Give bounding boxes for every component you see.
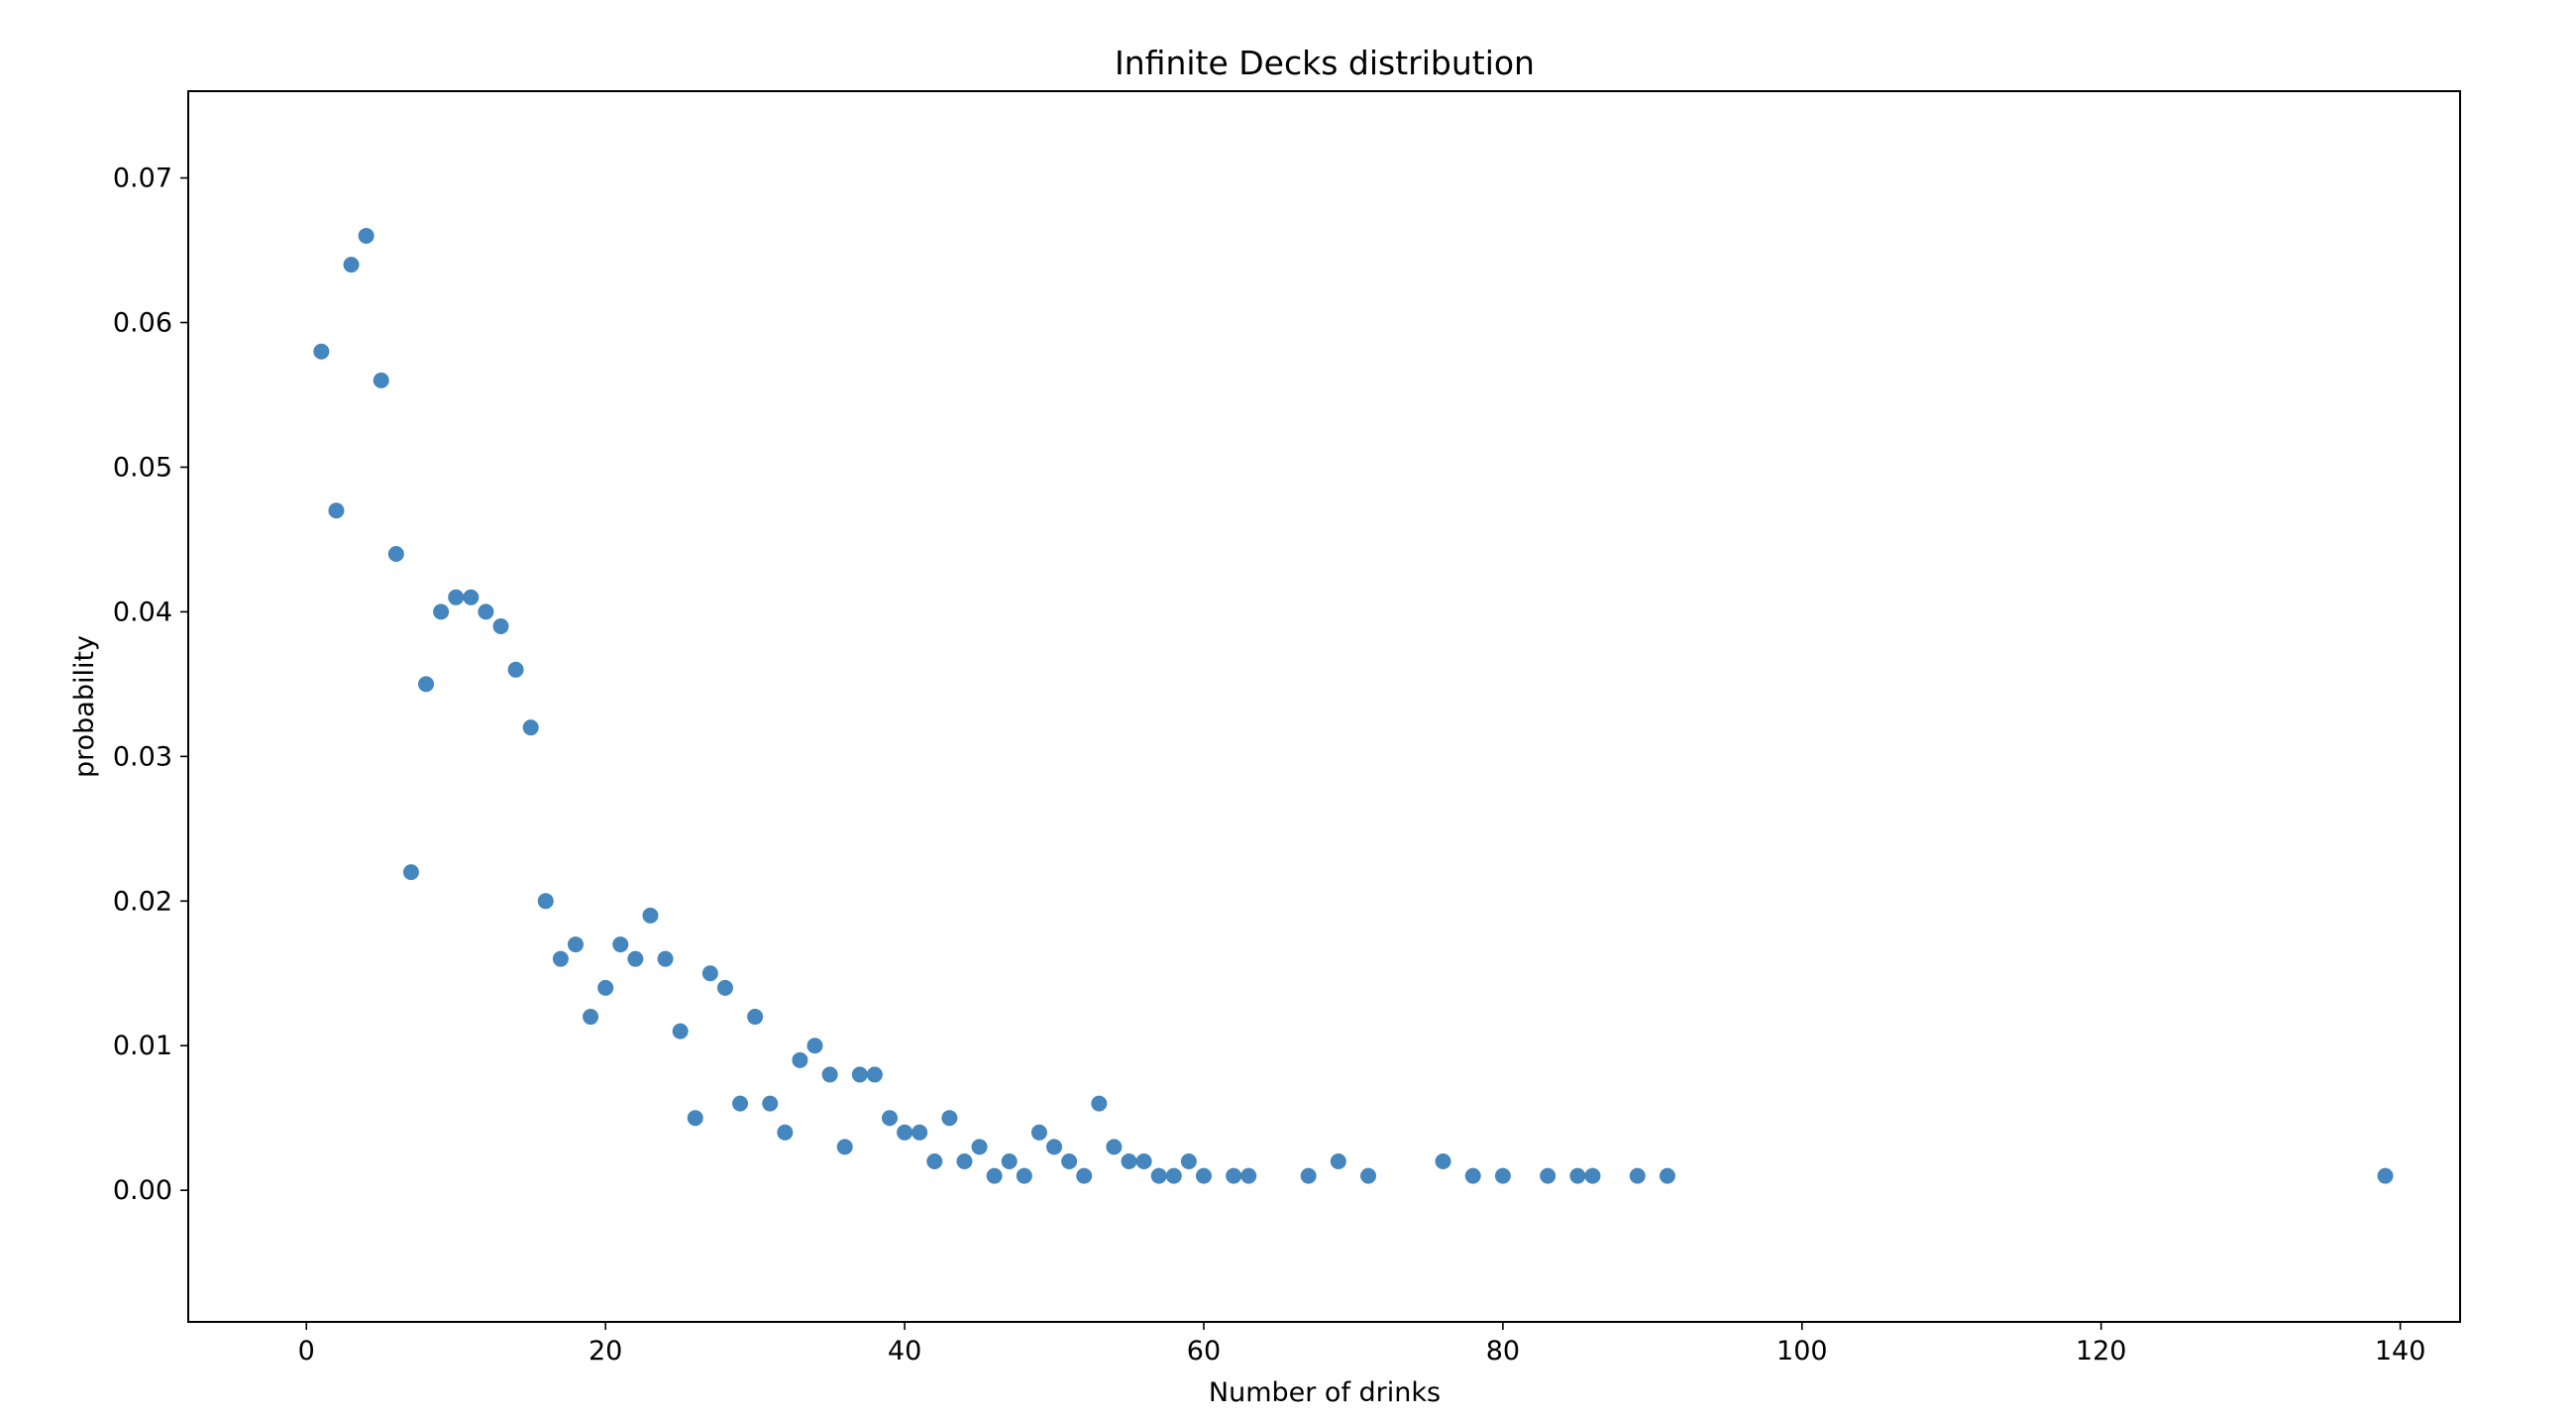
data-point xyxy=(747,1009,764,1026)
data-point xyxy=(1046,1139,1063,1155)
data-point xyxy=(1629,1167,1646,1184)
data-point xyxy=(402,864,419,881)
data-point xyxy=(1240,1167,1257,1184)
x-tick-label: 40 xyxy=(888,1336,921,1366)
data-point xyxy=(866,1066,883,1083)
data-point xyxy=(448,589,465,605)
x-tick-label: 60 xyxy=(1187,1336,1221,1366)
data-point xyxy=(567,936,584,953)
data-point xyxy=(463,589,480,605)
data-point xyxy=(1165,1167,1182,1184)
data-point xyxy=(1135,1153,1152,1169)
data-point xyxy=(701,965,718,982)
data-point xyxy=(1061,1153,1078,1169)
data-point xyxy=(986,1167,1003,1184)
data-point xyxy=(687,1110,703,1127)
data-point xyxy=(777,1124,794,1141)
data-point xyxy=(478,603,494,620)
data-point xyxy=(642,907,659,924)
x-tick-label: 80 xyxy=(1486,1336,1520,1366)
data-point xyxy=(1106,1139,1123,1155)
data-point xyxy=(1659,1167,1675,1184)
x-tick-label: 20 xyxy=(589,1336,622,1366)
data-point xyxy=(328,502,345,519)
y-tick-label: 0.02 xyxy=(113,886,172,917)
data-point xyxy=(1076,1167,1093,1184)
data-point xyxy=(387,546,404,563)
data-point xyxy=(507,661,524,678)
y-axis-label: probability xyxy=(69,635,100,778)
data-point xyxy=(627,950,644,967)
x-axis-label: Number of drinks xyxy=(1209,1377,1441,1408)
data-point xyxy=(672,1023,689,1039)
data-point xyxy=(926,1153,943,1169)
data-point xyxy=(1001,1153,1018,1169)
y-tick-label: 0.03 xyxy=(113,741,172,772)
data-point xyxy=(1091,1095,1108,1112)
y-tick-label: 0.05 xyxy=(113,452,172,483)
data-point xyxy=(1360,1167,1377,1184)
data-point xyxy=(358,227,375,244)
data-point xyxy=(762,1095,779,1112)
data-point xyxy=(1435,1153,1451,1169)
data-point xyxy=(806,1038,823,1054)
y-tick-label: 0.00 xyxy=(113,1175,172,1206)
x-tick-label: 120 xyxy=(2076,1336,2127,1366)
data-point xyxy=(433,603,450,620)
data-point xyxy=(821,1066,838,1083)
data-point xyxy=(1569,1167,1586,1184)
x-axis-ticks: 0 20 40 60 80 100 120 140 xyxy=(298,1322,2426,1366)
y-axis-ticks: 0.00 0.01 0.02 0.03 0.04 0.05 0.06 0.07 xyxy=(113,164,188,1206)
data-point xyxy=(1016,1167,1032,1184)
data-point xyxy=(657,950,674,967)
scatter-points xyxy=(313,227,2394,1184)
data-point xyxy=(1540,1167,1556,1184)
data-point xyxy=(537,893,554,910)
data-point xyxy=(418,676,435,693)
data-point xyxy=(522,719,539,736)
data-point xyxy=(912,1124,928,1141)
x-tick-label: 0 xyxy=(298,1336,315,1366)
data-point xyxy=(1121,1153,1137,1169)
data-point xyxy=(1030,1124,1047,1141)
data-point xyxy=(1195,1167,1212,1184)
data-point xyxy=(1150,1167,1167,1184)
data-point xyxy=(792,1051,808,1068)
data-point xyxy=(941,1110,958,1127)
data-point xyxy=(836,1139,853,1155)
data-point xyxy=(373,372,389,388)
data-point xyxy=(1226,1167,1242,1184)
data-point xyxy=(313,343,330,360)
data-point xyxy=(732,1095,749,1112)
data-point xyxy=(583,1009,599,1026)
data-point xyxy=(897,1124,913,1141)
y-tick-label: 0.06 xyxy=(113,308,172,339)
data-point xyxy=(1300,1167,1317,1184)
y-tick-label: 0.01 xyxy=(113,1031,172,1061)
data-point xyxy=(1464,1167,1481,1184)
data-point xyxy=(716,979,733,996)
data-point xyxy=(597,979,614,996)
data-point xyxy=(1494,1167,1511,1184)
y-tick-label: 0.07 xyxy=(113,164,172,194)
data-point xyxy=(2377,1167,2394,1184)
data-point xyxy=(956,1153,973,1169)
data-point xyxy=(1584,1167,1601,1184)
data-point xyxy=(971,1139,988,1155)
plot-frame xyxy=(187,90,2461,1323)
data-point xyxy=(492,618,509,634)
data-point xyxy=(851,1066,868,1083)
data-point xyxy=(612,936,629,953)
x-tick-label: 100 xyxy=(1776,1336,1828,1366)
y-tick-label: 0.04 xyxy=(113,597,172,627)
data-point xyxy=(1180,1153,1197,1169)
data-point xyxy=(552,950,569,967)
data-point xyxy=(343,257,360,273)
x-tick-label: 140 xyxy=(2375,1336,2426,1366)
data-point xyxy=(1330,1153,1346,1169)
data-point xyxy=(881,1110,898,1127)
chart-title: Infinite Decks distribution xyxy=(1115,44,1535,82)
